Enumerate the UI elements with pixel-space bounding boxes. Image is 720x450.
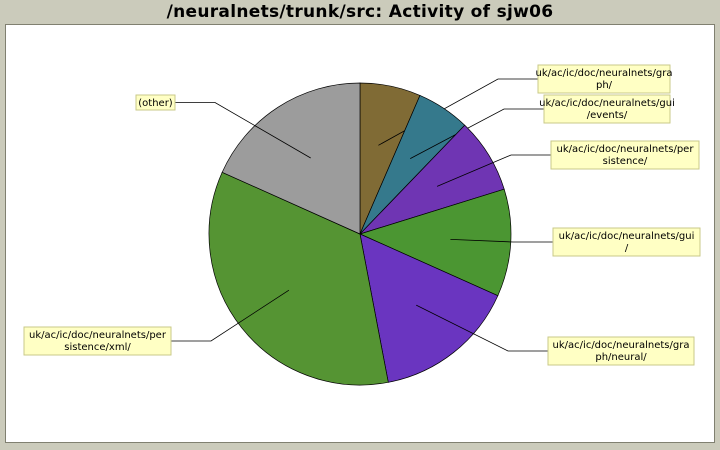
slice-label-text: (other) <box>138 98 173 109</box>
slice-label: uk/ac/ic/doc/neuralnets/gui/events/ <box>539 94 675 124</box>
slice-label-text: uk/ac/ic/doc/neuralnets/gra <box>553 340 690 351</box>
slice-label-text: uk/ac/ic/doc/neuralnets/gui <box>539 98 675 109</box>
leader-line <box>171 289 290 342</box>
leader-line <box>450 239 553 243</box>
slice-label-text: ph/neural/ <box>595 352 647 363</box>
chart-title: /neuralnets/trunk/src: Activity of sjw06 <box>166 2 554 22</box>
leader-line <box>416 304 548 352</box>
pie-slice <box>221 82 361 235</box>
slice-label-text: /events/ <box>587 110 628 121</box>
pie-slice <box>359 233 499 383</box>
slice-label-text: sistence/ <box>603 156 648 167</box>
slice-label-text: sistence/xml/ <box>64 342 131 353</box>
leader-line <box>436 154 551 187</box>
leader-line <box>410 108 544 159</box>
slice-label-text: uk/ac/ic/doc/neuralnets/gra <box>536 68 673 79</box>
slice-label-text: uk/ac/ic/doc/neuralnets/gui <box>559 231 695 242</box>
slice-label-text: uk/ac/ic/doc/neuralnets/per <box>557 144 695 155</box>
slice-label: uk/ac/ic/doc/neuralnets/gui/ <box>552 227 701 257</box>
pie-slice <box>359 188 512 297</box>
slice-label-text: / <box>625 243 629 254</box>
pie-slice <box>208 171 389 386</box>
slice-label-text: uk/ac/ic/doc/neuralnets/per <box>29 330 167 341</box>
slice-label-text: ph/ <box>596 80 613 91</box>
slice-label: (other) <box>135 94 176 111</box>
leader-line <box>175 102 311 159</box>
